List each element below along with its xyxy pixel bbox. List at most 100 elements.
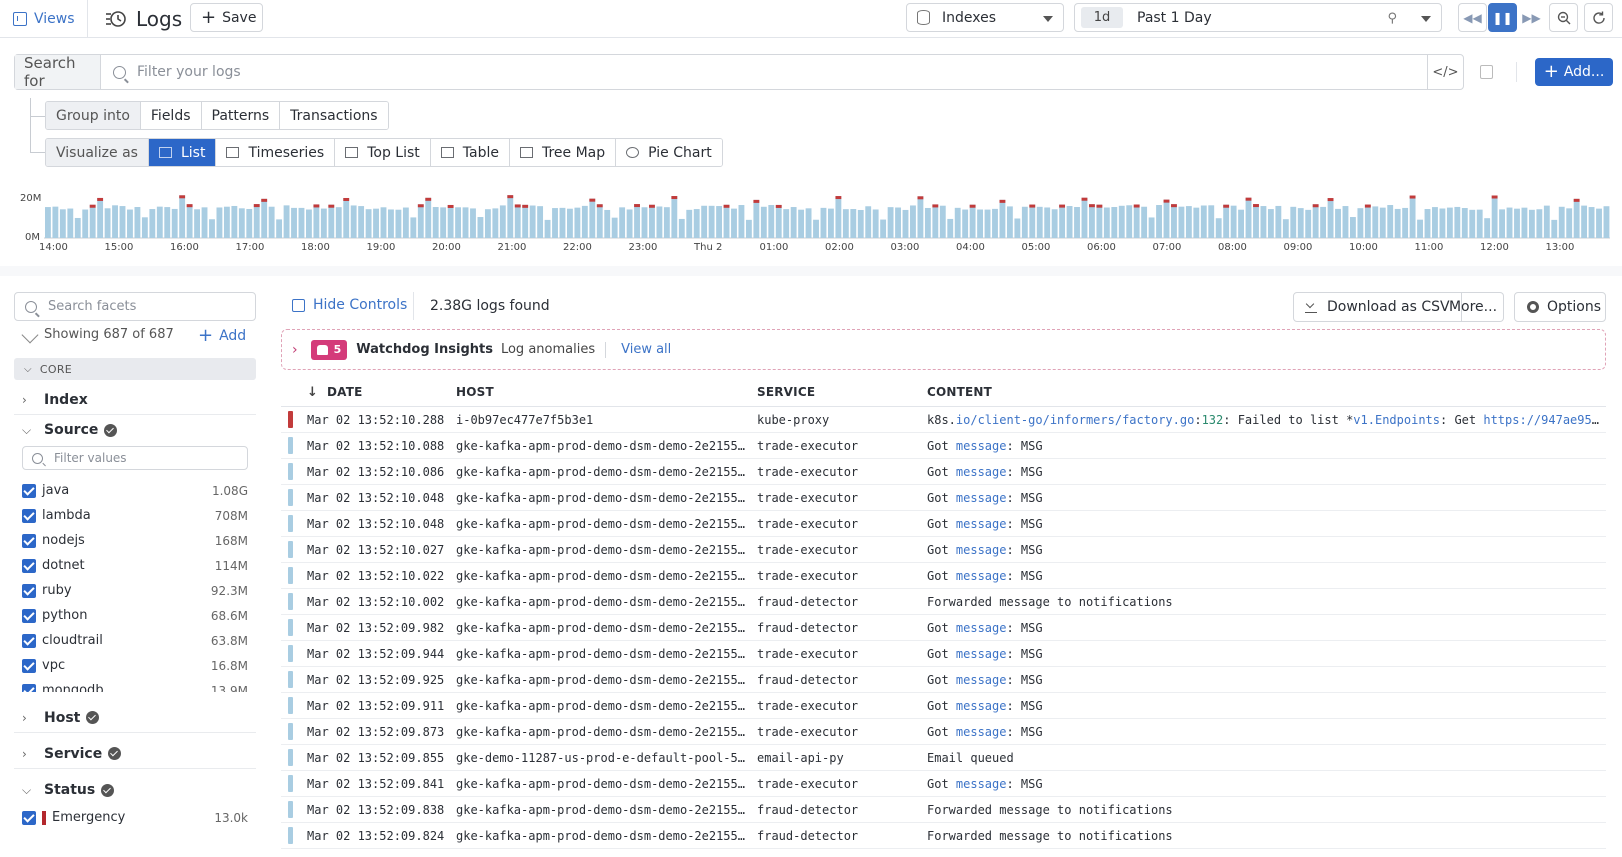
histogram-bar[interactable] xyxy=(462,207,469,238)
histogram-bar[interactable] xyxy=(171,208,178,238)
histogram-bar[interactable] xyxy=(581,205,588,238)
histogram-bar[interactable] xyxy=(671,196,678,238)
histogram-bar[interactable] xyxy=(216,207,223,238)
histogram-bar[interactable] xyxy=(1200,205,1207,239)
histogram-bar[interactable] xyxy=(484,209,491,238)
histogram-bar[interactable] xyxy=(1208,205,1215,238)
histogram-bar[interactable] xyxy=(999,199,1006,238)
chevron-right-icon[interactable]: › xyxy=(292,341,298,358)
histogram-bar[interactable] xyxy=(1215,218,1222,238)
histogram-bar[interactable] xyxy=(1297,208,1304,238)
histogram-bar[interactable] xyxy=(1439,208,1446,239)
histogram-bar[interactable] xyxy=(954,207,961,238)
histogram-bar[interactable] xyxy=(343,197,350,238)
histogram-bar[interactable] xyxy=(1342,206,1349,238)
table-row[interactable]: Mar 02 13:52:10.002 gke-kafka-apm-prod-de… xyxy=(281,589,1606,615)
column-header-content[interactable]: CONTENT xyxy=(927,385,993,399)
histogram-bar[interactable] xyxy=(253,204,260,238)
histogram-bar[interactable] xyxy=(902,209,909,238)
histogram-bar[interactable] xyxy=(1185,206,1192,238)
histogram-bar[interactable] xyxy=(179,195,186,238)
histogram-bar[interactable] xyxy=(1141,206,1148,238)
viz-option-pie-chart[interactable]: Pie Chart xyxy=(616,139,722,166)
histogram-bar[interactable] xyxy=(1275,205,1282,238)
histogram-bar[interactable] xyxy=(1089,204,1095,238)
histogram-bar[interactable] xyxy=(1432,207,1438,238)
histogram-bar[interactable] xyxy=(887,207,894,238)
histogram-bar[interactable] xyxy=(388,209,394,238)
hide-controls-button[interactable]: Hide Controls xyxy=(292,297,407,313)
histogram-bar[interactable] xyxy=(82,209,89,238)
histogram-bar[interactable] xyxy=(828,208,834,238)
watchdog-insights-banner[interactable]: › 5 Watchdog Insights Log anomalies View… xyxy=(281,329,1606,370)
histogram-bar[interactable] xyxy=(649,204,655,238)
histogram-bar[interactable] xyxy=(731,208,737,238)
histogram-bar[interactable] xyxy=(1409,195,1416,238)
histogram-bar[interactable] xyxy=(223,206,230,238)
histogram-bar[interactable] xyxy=(813,219,819,238)
histogram-bar[interactable] xyxy=(596,204,603,238)
sort-arrow-down-icon[interactable]: ↓ xyxy=(307,384,319,400)
log-volume-histogram[interactable]: 20M 0M 14:00 15:00 16:00 17:00 18:00 19:00 20:… xyxy=(0,186,1622,258)
histogram-bar[interactable] xyxy=(567,208,573,238)
checkbox[interactable] xyxy=(22,508,36,523)
histogram-bar[interactable] xyxy=(611,217,618,238)
column-header-date[interactable]: DATE xyxy=(327,385,363,399)
histogram-bar[interactable] xyxy=(701,205,708,238)
histogram-bar[interactable] xyxy=(1238,209,1244,238)
histogram-bar[interactable] xyxy=(291,207,297,238)
histogram-bar[interactable] xyxy=(201,207,208,238)
histogram-bar[interactable] xyxy=(559,207,566,238)
histogram-bar[interactable] xyxy=(417,204,424,238)
histogram-bar[interactable] xyxy=(604,209,611,238)
histogram-bar[interactable] xyxy=(1059,204,1066,238)
histogram-bar[interactable] xyxy=(134,207,141,238)
more-button[interactable]: More... xyxy=(1443,292,1504,322)
histogram-bar[interactable] xyxy=(1484,218,1491,238)
histogram-bar[interactable] xyxy=(1245,197,1252,238)
histogram-bar[interactable] xyxy=(194,209,200,238)
checkbox[interactable] xyxy=(22,483,36,498)
histogram-bar[interactable] xyxy=(350,205,357,238)
query-editor-button[interactable]: </> xyxy=(1427,55,1463,89)
histogram-bar[interactable] xyxy=(1282,219,1289,238)
histogram-bar[interactable] xyxy=(1081,197,1088,238)
histogram-bar[interactable] xyxy=(52,206,59,238)
checkbox[interactable] xyxy=(22,658,36,673)
histogram-bar[interactable] xyxy=(992,208,998,238)
histogram-bar[interactable] xyxy=(119,206,126,238)
add-button[interactable]: + Add... xyxy=(1535,58,1613,86)
histogram-bar[interactable] xyxy=(59,209,66,238)
checkbox[interactable] xyxy=(22,558,36,573)
histogram-bar[interactable] xyxy=(261,198,268,238)
histogram-bar[interactable] xyxy=(1417,219,1423,238)
histogram-bar[interactable] xyxy=(156,206,163,238)
histogram-bar[interactable] xyxy=(716,206,722,238)
status-item-emergency[interactable]: Emergency 13.0k xyxy=(22,805,248,830)
histogram-bar[interactable] xyxy=(1133,204,1140,238)
histogram-bar[interactable] xyxy=(1223,204,1230,238)
histogram-bar[interactable] xyxy=(1044,207,1051,238)
histogram-bar[interactable] xyxy=(984,209,991,238)
core-section-header[interactable]: ⌵ CORE xyxy=(14,358,256,380)
checkbox[interactable] xyxy=(22,533,36,548)
histogram-bar[interactable] xyxy=(507,195,514,238)
time-picker[interactable]: 1d Past 1 Day ⚲ xyxy=(1074,3,1442,32)
table-row[interactable]: Mar 02 13:52:10.288 i-0b97ec477e7f5b3e1 ku… xyxy=(281,407,1606,433)
histogram-bar[interactable] xyxy=(529,205,536,238)
histogram-bar[interactable] xyxy=(1543,205,1550,238)
histogram-bar[interactable] xyxy=(969,204,976,238)
search-input[interactable]: Filter your logs xyxy=(137,64,241,80)
histogram-bar[interactable] xyxy=(1499,209,1505,238)
histogram-bar[interactable] xyxy=(760,206,767,238)
histogram-bar[interactable] xyxy=(1372,206,1379,238)
histogram-bar[interactable] xyxy=(1566,208,1573,238)
histogram-bar[interactable] xyxy=(1230,205,1237,238)
histogram-bar[interactable] xyxy=(425,197,432,238)
histogram-bar[interactable] xyxy=(1551,219,1558,238)
histogram-bar[interactable] xyxy=(380,207,387,238)
filter-values-input[interactable]: Filter values xyxy=(54,451,127,465)
histogram-bar[interactable] xyxy=(186,204,193,238)
histogram-bar[interactable] xyxy=(805,208,812,238)
histogram-bar[interactable] xyxy=(1461,208,1468,238)
